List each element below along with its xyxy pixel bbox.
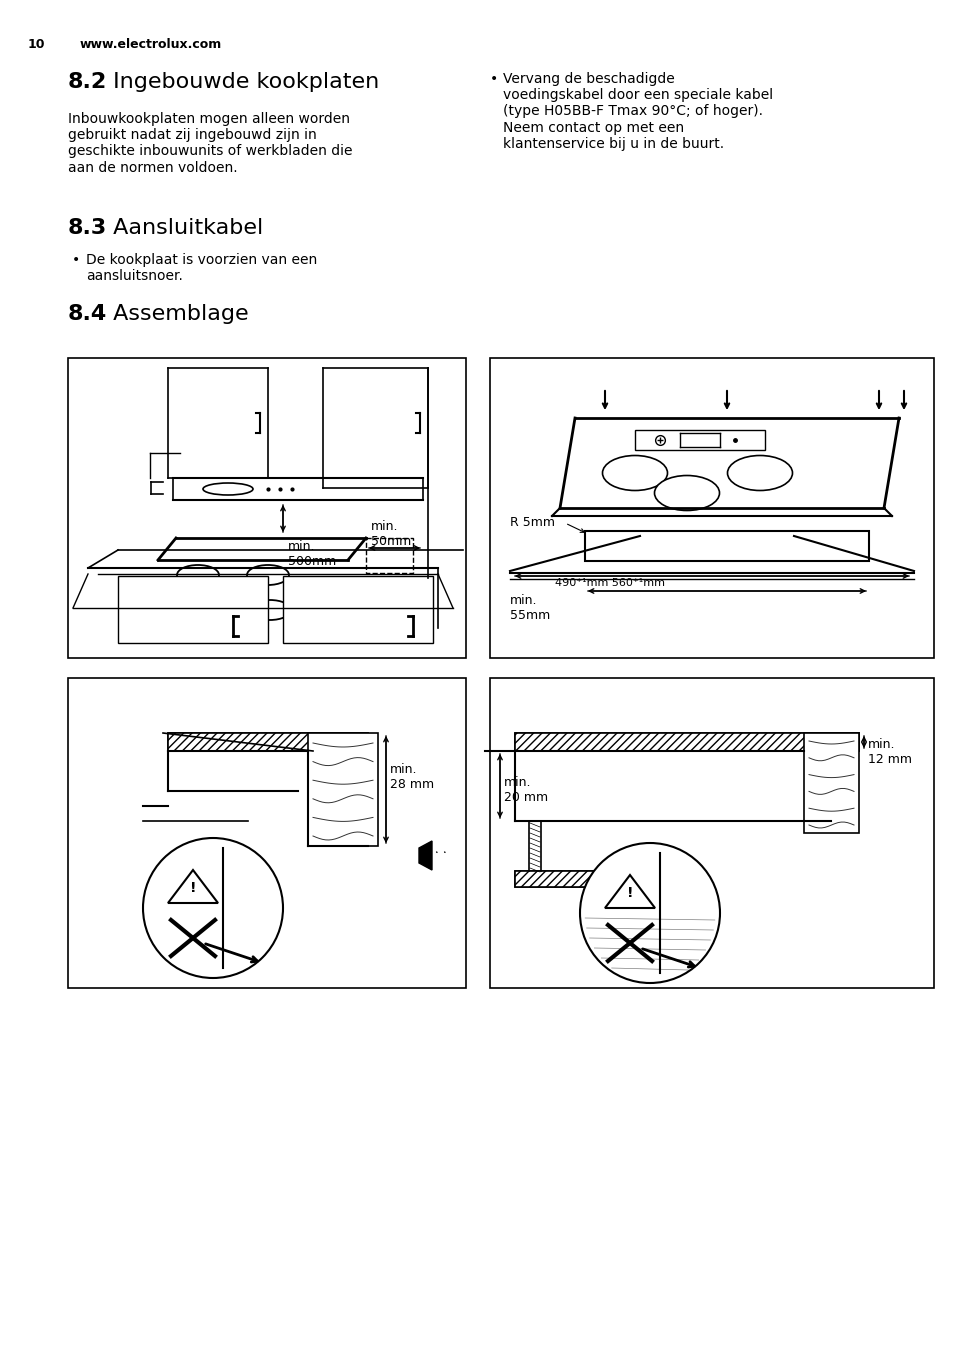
Ellipse shape bbox=[654, 475, 719, 510]
Bar bbox=[366, 538, 413, 573]
Bar bbox=[635, 431, 764, 450]
Polygon shape bbox=[418, 841, 432, 871]
Text: •: • bbox=[71, 253, 80, 267]
Text: www.electrolux.com: www.electrolux.com bbox=[80, 38, 222, 51]
Ellipse shape bbox=[179, 600, 221, 620]
Text: min.
20 mm: min. 20 mm bbox=[503, 776, 548, 804]
Ellipse shape bbox=[247, 565, 289, 585]
Text: •: • bbox=[490, 72, 497, 87]
Text: 490⁺¹mm 560⁺¹mm: 490⁺¹mm 560⁺¹mm bbox=[555, 578, 664, 588]
Bar bbox=[515, 733, 858, 751]
Text: 8.4: 8.4 bbox=[68, 305, 107, 324]
Bar bbox=[168, 733, 368, 751]
Text: Inbouwkookplaten mogen alleen worden
gebruikt nadat zij ingebouwd zijn in
geschi: Inbouwkookplaten mogen alleen worden geb… bbox=[68, 112, 352, 175]
Bar bbox=[803, 733, 858, 833]
Circle shape bbox=[143, 838, 283, 978]
Bar bbox=[168, 733, 368, 751]
Text: !: ! bbox=[626, 886, 633, 900]
Text: 8.3: 8.3 bbox=[68, 218, 107, 238]
Ellipse shape bbox=[203, 483, 253, 496]
Bar bbox=[490, 357, 933, 658]
Bar bbox=[515, 871, 664, 887]
Text: min.
500mm: min. 500mm bbox=[288, 540, 335, 567]
Text: 10: 10 bbox=[28, 38, 46, 51]
Ellipse shape bbox=[727, 455, 792, 490]
Ellipse shape bbox=[177, 565, 219, 585]
Ellipse shape bbox=[249, 600, 291, 620]
Text: min.
28 mm: min. 28 mm bbox=[390, 764, 434, 791]
Bar bbox=[283, 575, 433, 643]
Text: De kookplaat is voorzien van een
aansluitsnoer.: De kookplaat is voorzien van een aanslui… bbox=[86, 253, 317, 283]
Text: min.
55mm: min. 55mm bbox=[510, 594, 550, 621]
Text: R 5mm: R 5mm bbox=[510, 516, 555, 529]
Bar bbox=[515, 871, 664, 887]
Bar bbox=[584, 531, 868, 561]
Text: Assemblage: Assemblage bbox=[106, 305, 249, 324]
Bar bbox=[168, 733, 368, 751]
Bar bbox=[308, 733, 377, 846]
Bar bbox=[490, 678, 933, 988]
Text: Aansluitkabel: Aansluitkabel bbox=[106, 218, 263, 238]
Ellipse shape bbox=[602, 455, 667, 490]
Text: Vervang de beschadigde
voedingskabel door een speciale kabel
(type H05BB-F Tmax : Vervang de beschadigde voedingskabel doo… bbox=[502, 72, 772, 150]
Bar bbox=[68, 678, 465, 988]
Text: !: ! bbox=[190, 881, 196, 895]
Bar bbox=[515, 733, 858, 751]
Text: min.
12 mm: min. 12 mm bbox=[867, 738, 911, 766]
Circle shape bbox=[579, 844, 720, 983]
Bar bbox=[68, 357, 465, 658]
Bar bbox=[118, 575, 268, 643]
Text: min.
50mm: min. 50mm bbox=[371, 520, 411, 548]
Text: 8.2: 8.2 bbox=[68, 72, 107, 92]
Text: Ingebouwde kookplaten: Ingebouwde kookplaten bbox=[106, 72, 379, 92]
Bar bbox=[515, 733, 858, 751]
Bar bbox=[515, 871, 664, 887]
